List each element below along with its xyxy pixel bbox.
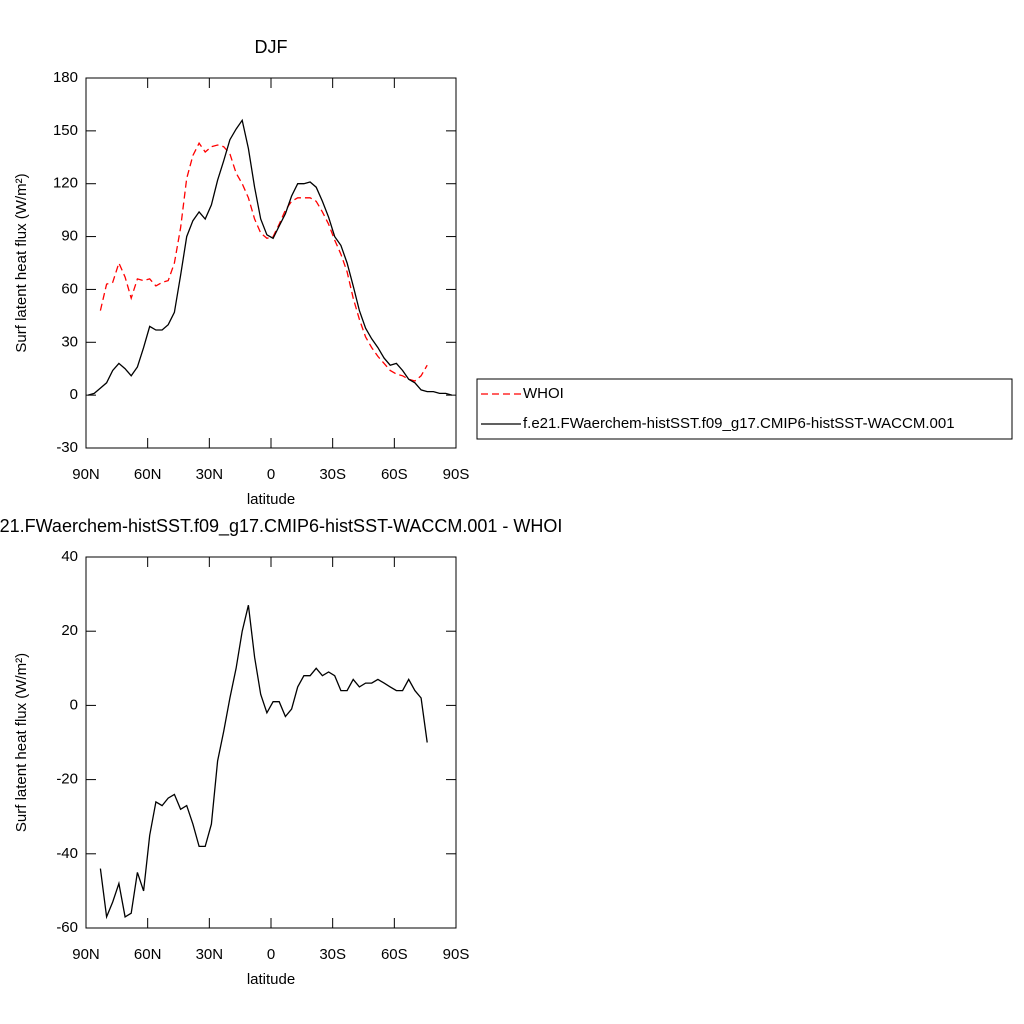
- x-tick-label: 30N: [196, 946, 224, 963]
- plot-frame: [85, 77, 457, 449]
- legend-label: WHOI: [523, 385, 564, 402]
- x-tick-label: 60S: [381, 946, 408, 963]
- x-tick-label: 90N: [72, 466, 100, 483]
- y-tick-label: 150: [53, 122, 78, 139]
- x-tick-label: 60N: [134, 946, 162, 963]
- y-tick-label: 180: [53, 69, 78, 86]
- x-tick-label: 0: [267, 946, 275, 963]
- y-tick-label: -30: [56, 439, 78, 456]
- y-tick-label: -60: [56, 919, 78, 936]
- y-tick-label: -20: [56, 771, 78, 788]
- x-tick-label: 90S: [443, 946, 470, 963]
- y-tick-label: 20: [61, 622, 78, 639]
- legend-label: f.e21.FWaerchem-histSST.f09_g17.CMIP6-hi…: [523, 415, 955, 432]
- y-tick-label: 120: [53, 175, 78, 192]
- y-axis-label: Surf latent heat flux (W/m²): [13, 653, 30, 832]
- y-tick-label: 40: [61, 548, 78, 565]
- x-tick-label: 30N: [196, 466, 224, 483]
- legend-frame: [476, 378, 1013, 440]
- data-line: [99, 605, 428, 920]
- y-tick-label: 90: [61, 228, 78, 245]
- chart-title: DJF: [255, 37, 288, 57]
- y-axis-label: Surf latent heat flux (W/m²): [13, 173, 30, 352]
- y-tick-label: -40: [56, 845, 78, 862]
- chart-title: f.e21.FWaerchem-histSST.f09_g17.CMIP6-hi…: [0, 516, 562, 537]
- x-axis-label: latitude: [247, 971, 295, 988]
- x-tick-label: 60N: [134, 466, 162, 483]
- legend: WHOI f.e21.FWaerchem-histSST.f09_g17.CMIP…: [476, 378, 1013, 440]
- x-tick-label: 30S: [319, 466, 346, 483]
- x-tick-label: 0: [267, 466, 275, 483]
- x-tick-label: 60S: [381, 466, 408, 483]
- y-tick-label: 0: [70, 696, 78, 713]
- x-axis-label: latitude: [247, 491, 295, 508]
- data-line: [99, 141, 428, 382]
- y-tick-label: 0: [70, 386, 78, 403]
- y-tick-label: 60: [61, 280, 78, 297]
- plot-frame: [85, 556, 457, 929]
- x-tick-label: 90N: [72, 946, 100, 963]
- x-tick-label: 30S: [319, 946, 346, 963]
- data-line: [87, 118, 453, 396]
- x-tick-label: 90S: [443, 466, 470, 483]
- y-tick-label: 30: [61, 333, 78, 350]
